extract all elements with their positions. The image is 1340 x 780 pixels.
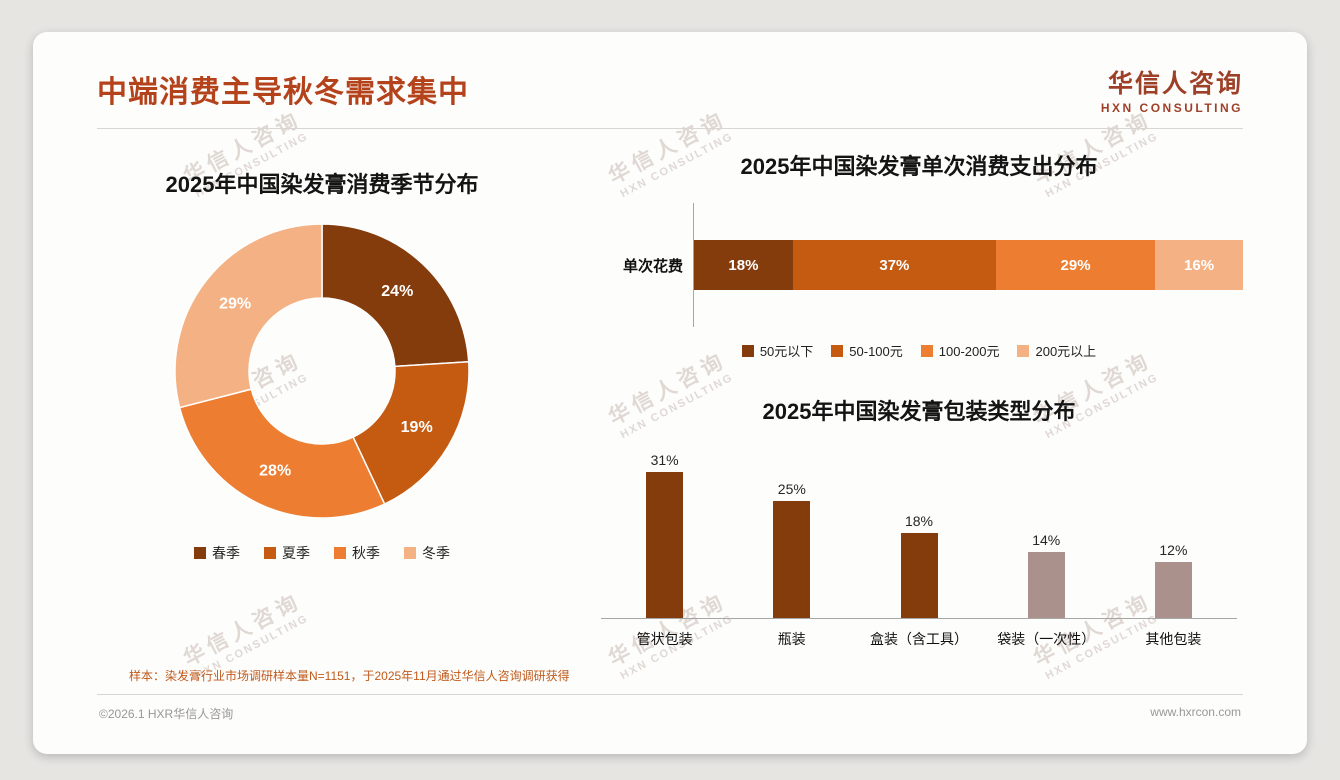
brand-logo-en: HXN CONSULTING (1100, 100, 1243, 115)
bar-value-label: 14% (1032, 532, 1061, 549)
bar-categories: 管状包装 瓶装 盒装（含工具） 袋装（一次性） 其他包装 (601, 629, 1237, 649)
bar-category-label: 其他包装 (1145, 631, 1202, 647)
charts-area: 2025年中国染发膏消费季节分布 24% 19% 28% 29% 春季 夏季 秋季 冬季 2… (97, 149, 1243, 649)
bar (646, 472, 684, 618)
legend-label: 夏季 (282, 545, 310, 561)
legend-label: 春季 (212, 545, 240, 561)
page-title: 中端消费主导秋冬需求集中 (97, 76, 469, 109)
donut-slice (174, 223, 323, 409)
copyright-text: ©2026.1 HXR华信人咨询 (99, 707, 234, 721)
bar-category-label: 瓶装 (777, 631, 806, 647)
donut-chart-title: 2025年中国染发膏消费季节分布 (165, 172, 479, 197)
stacked-chart: 单次花费 18% 37% 29% 16% (595, 203, 1243, 327)
legend-item: 秋季 (334, 543, 380, 563)
stacked-segment: 37% (792, 240, 996, 290)
legend-label: 50-100元 (849, 344, 903, 359)
donut-svg: 24% 19% 28% 29% (174, 223, 470, 519)
slide-footer: ©2026.1 HXR华信人咨询 www.hxrcon.com (97, 694, 1243, 722)
bar-column: 14% (983, 532, 1110, 618)
bar-value-label: 18% (904, 513, 934, 530)
legend-swatch (334, 547, 346, 559)
bar-chart-title: 2025年中国染发膏包装类型分布 (762, 399, 1076, 424)
bar-plot: 31% 25% 18% 14% 12% (601, 442, 1237, 619)
donut-slice (352, 360, 470, 506)
bar-column: 18% (855, 513, 982, 618)
legend-label: 100-200元 (938, 344, 1000, 359)
legend-swatch (831, 344, 844, 357)
legend-swatch (741, 344, 754, 357)
stacked-row-label: 单次花费 (622, 257, 683, 275)
bar (1027, 552, 1065, 618)
stacked-plot: 18% 37% 29% 16% (693, 203, 1243, 327)
legend-item: 50元以下 (741, 341, 814, 360)
legend-item: 100-200元 (920, 341, 1000, 360)
bar-value-label: 25% (777, 480, 806, 497)
legend-swatch (404, 547, 416, 559)
sample-footnote: 样本：染发膏行业市场调研样本量N=1151，于2025年11月通过华信人咨询调研… (129, 669, 570, 683)
donut-slice-label: 28% (259, 463, 291, 480)
bar-column: 12% (1110, 542, 1237, 618)
stacked-chart-title: 2025年中国染发膏单次消费支出分布 (740, 154, 1098, 179)
stacked-bar: 18% 37% 29% 16% (694, 240, 1243, 290)
donut-slice (321, 223, 470, 368)
stacked-segment: 18% (694, 240, 793, 290)
legend-label: 秋季 (352, 545, 380, 561)
bar (900, 533, 938, 618)
legend-swatch (1017, 344, 1030, 357)
season-chart-section: 2025年中国染发膏消费季节分布 24% 19% 28% 29% 春季 夏季 秋季 冬季 (97, 149, 547, 649)
slide-content: 中端消费主导秋冬需求集中 华信人咨询 HXN CONSULTING 2025年中… (33, 32, 1307, 754)
legend-swatch (264, 547, 276, 559)
bar-value-label: 12% (1159, 541, 1188, 558)
donut-slice-label: 29% (219, 296, 251, 313)
legend-item: 200元以上 (1017, 341, 1096, 360)
stacked-segment: 16% (1155, 240, 1243, 290)
bar-column: 31% (601, 452, 728, 618)
legend-item: 夏季 (264, 543, 310, 563)
donut-legend: 春季 夏季 秋季 冬季 (97, 543, 547, 563)
package-bar-chart: 31% 25% 18% 14% 12% 管状包装 瓶装 盒装（含工具） 袋装（一次性） 其他包装 (595, 442, 1243, 649)
slide-card: 华信人咨询 HXN CONSULTING 华信人咨询 HXN CONSULTING 华信… (33, 32, 1307, 754)
bar-category-label: 袋装（一次性） (997, 631, 1096, 647)
stacked-legend: 50元以下 50-100元 100-200元 200元以上 (595, 341, 1243, 360)
bar-value-label: 31% (650, 452, 679, 469)
slide-header: 中端消费主导秋冬需求集中 华信人咨询 HXN CONSULTING (97, 58, 1243, 120)
bar (773, 500, 811, 618)
legend-swatch (920, 344, 933, 357)
donut-chart: 24% 19% 28% 29% (97, 221, 547, 521)
brand-logo-cn: 华信人咨询 (1107, 69, 1243, 98)
legend-item: 春季 (194, 543, 240, 563)
legend-label: 200元以上 (1035, 344, 1097, 359)
donut-slice (178, 388, 386, 519)
bar (1154, 561, 1192, 618)
donut-slice-label: 19% (401, 419, 433, 436)
legend-item: 冬季 (404, 543, 450, 563)
bar-column: 25% (728, 480, 855, 618)
brand-logo: 华信人咨询 HXN CONSULTING (1101, 64, 1243, 115)
legend-item: 50-100元 (831, 341, 903, 360)
website-text: www.hxrcon.com (1150, 705, 1241, 719)
legend-label: 冬季 (422, 545, 450, 561)
bar-category-label: 盒装（含工具） (870, 631, 968, 647)
bar-category-label: 管状包装 (636, 631, 693, 647)
header-divider (97, 128, 1243, 129)
legend-label: 50元以下 (759, 344, 814, 359)
stacked-segment: 29% (995, 240, 1156, 290)
spend-package-section: 2025年中国染发膏单次消费支出分布 单次花费 18% 37% 29% 16% 50元… (595, 149, 1243, 649)
legend-swatch (194, 547, 206, 559)
donut-slice-label: 24% (381, 283, 413, 300)
